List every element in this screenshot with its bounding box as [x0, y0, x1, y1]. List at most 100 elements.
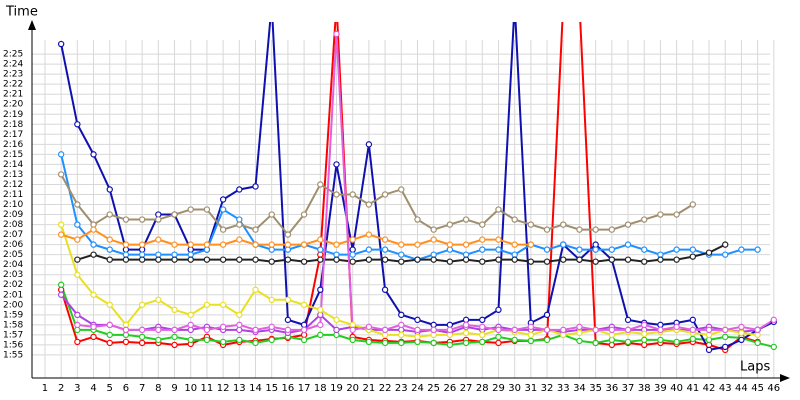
lap-point — [74, 201, 81, 208]
lap-point — [203, 336, 211, 344]
lap-point — [673, 211, 680, 218]
lap-point — [479, 316, 486, 324]
lap-point — [641, 258, 648, 265]
x-tick-label: 26 — [444, 383, 457, 394]
lap-point — [511, 336, 518, 344]
x-tick-label: 43 — [719, 383, 732, 394]
lap-point — [414, 333, 421, 341]
lap-point — [219, 226, 227, 233]
lap-point — [57, 40, 65, 48]
lap-point — [187, 241, 194, 248]
lap-point — [284, 316, 292, 324]
lap-point — [187, 336, 194, 344]
lap-point — [722, 333, 729, 341]
x-tick-label: 19 — [330, 383, 343, 394]
lap-point — [203, 301, 211, 308]
lap-point — [300, 336, 308, 344]
lap-point — [74, 236, 81, 243]
lap-point — [333, 30, 340, 38]
lap-point — [106, 246, 113, 253]
lap-point — [219, 338, 227, 346]
lap-point — [155, 256, 162, 263]
lap-point — [171, 333, 178, 341]
x-tick-label: 13 — [233, 383, 246, 394]
lap-point — [106, 256, 113, 263]
lap-point — [657, 336, 664, 344]
x-tick-label: 27 — [460, 383, 473, 394]
lap-point — [57, 231, 65, 238]
lap-point — [122, 216, 130, 223]
lap-point — [689, 253, 697, 260]
lap-point — [300, 258, 308, 265]
lap-point — [543, 336, 551, 344]
lap-point — [592, 258, 599, 265]
lap-point — [187, 206, 194, 213]
lap-point — [754, 246, 761, 253]
lap-point — [349, 236, 356, 243]
lap-line — [60, 228, 531, 246]
x-axis-label: Laps — [740, 360, 770, 375]
lap-point — [641, 246, 648, 253]
lap-point — [300, 211, 308, 218]
lap-point — [722, 326, 729, 334]
lap-point — [430, 236, 437, 243]
x-tick-label: 4 — [90, 383, 96, 394]
lap-point — [74, 338, 81, 346]
x-tick-label: 44 — [735, 383, 748, 394]
lap-point — [122, 241, 130, 248]
x-tick-label: 8 — [155, 383, 161, 394]
lap-point — [592, 226, 599, 233]
lap-point — [527, 323, 535, 331]
lap-point — [641, 216, 648, 223]
lap-line — [60, 173, 694, 237]
lap-point — [171, 241, 178, 248]
lap-point — [560, 326, 567, 334]
y-tick-label: 2:24 — [3, 60, 23, 70]
y-tick-label: 1:57 — [3, 330, 23, 340]
lap-point — [495, 236, 502, 243]
y-axis-arrow — [28, 20, 36, 30]
lap-point — [74, 221, 81, 228]
lap-point — [252, 326, 259, 334]
x-tick-label: 18 — [314, 383, 327, 394]
lap-point — [106, 339, 113, 347]
lap-point — [74, 256, 81, 263]
lap-point — [624, 316, 632, 324]
lap-point — [74, 321, 81, 329]
lap-point — [381, 236, 389, 243]
lap-point — [236, 236, 243, 243]
lap-point — [284, 256, 292, 263]
lap-point — [511, 216, 518, 223]
lap-point — [462, 256, 470, 263]
x-tick-label: 41 — [686, 383, 699, 394]
lap-point — [317, 321, 324, 329]
lap-point — [317, 246, 324, 253]
lap-point — [398, 331, 405, 339]
lap-point — [512, 1, 517, 6]
lap-point — [430, 256, 437, 263]
lap-point — [689, 246, 697, 253]
lap-point — [511, 326, 518, 334]
x-tick-label: 42 — [703, 383, 716, 394]
lap-point — [138, 326, 146, 334]
lap-point — [592, 246, 599, 253]
x-tick-label: 33 — [557, 383, 570, 394]
y-tick-label: 2:14 — [3, 160, 23, 170]
x-tick-label: 25 — [427, 383, 440, 394]
lap-point — [365, 338, 373, 346]
lap-point — [252, 339, 259, 347]
x-tick-label: 30 — [508, 383, 521, 394]
lap-point — [138, 333, 146, 341]
lap-point — [122, 326, 130, 334]
x-tick-label: 34 — [573, 383, 586, 394]
lap-point — [527, 331, 535, 339]
lap-point — [479, 331, 486, 339]
lap-point — [398, 186, 405, 193]
x-tick-label: 23 — [395, 383, 408, 394]
lap-point — [754, 339, 761, 347]
lap-point — [543, 311, 551, 319]
lap-point — [349, 191, 356, 198]
lap-point — [495, 333, 502, 341]
lap-point — [284, 326, 292, 334]
lap-point — [106, 186, 113, 193]
